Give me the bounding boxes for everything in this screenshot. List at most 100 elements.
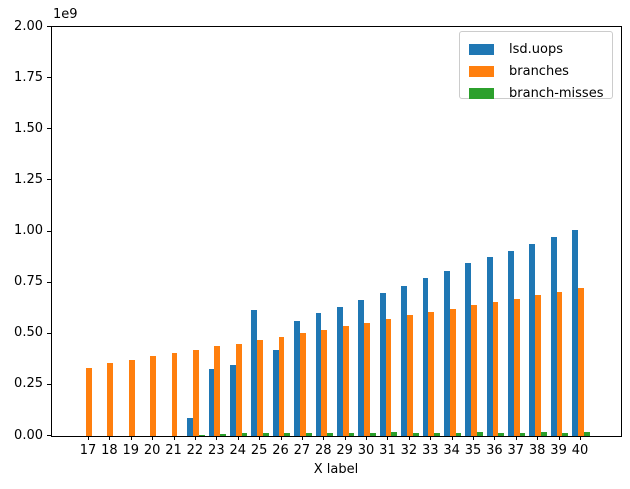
x-tick-label: 20 bbox=[143, 443, 161, 458]
y-tick-label: 0.00 bbox=[14, 427, 43, 443]
legend: lsd.uops branches branch-misses bbox=[459, 31, 613, 101]
x-tick-mark bbox=[109, 436, 111, 440]
legend-item-branches: branches bbox=[469, 60, 612, 82]
y-tick-mark bbox=[47, 179, 51, 181]
bar-lsd.uops bbox=[422, 277, 429, 436]
y-tick-label: 1.50 bbox=[14, 120, 43, 136]
x-tick-mark bbox=[515, 436, 517, 440]
x-tick-label: 33 bbox=[421, 443, 439, 458]
x-tick-label: 39 bbox=[550, 443, 567, 458]
y-tick-mark bbox=[47, 383, 51, 385]
bar-branches bbox=[128, 360, 135, 436]
x-tick-label: 21 bbox=[165, 443, 182, 458]
bar-lsd.uops bbox=[572, 230, 579, 436]
x-tick-mark bbox=[473, 436, 475, 440]
x-tick-label: 19 bbox=[122, 443, 140, 458]
x-tick-label: 32 bbox=[400, 443, 418, 458]
bar-branches bbox=[171, 353, 178, 436]
bar-lsd.uops bbox=[465, 263, 472, 436]
bar-branches bbox=[406, 315, 413, 436]
bar-branches bbox=[300, 332, 306, 436]
bar-branches bbox=[257, 339, 264, 436]
bar-branches bbox=[364, 322, 370, 436]
bar-lsd.uops bbox=[550, 236, 557, 436]
bar-lsd.uops bbox=[486, 257, 493, 436]
x-tick-label: 37 bbox=[507, 443, 525, 458]
x-tick-label: 38 bbox=[528, 443, 546, 458]
bar-lsd.uops bbox=[358, 300, 365, 436]
y-tick-label: 1.75 bbox=[14, 69, 43, 85]
x-tick-mark bbox=[301, 436, 303, 440]
x-tick-mark bbox=[579, 436, 581, 440]
bar-branch-misses bbox=[241, 433, 248, 436]
x-tick-mark bbox=[237, 436, 239, 440]
bar-lsd.uops bbox=[208, 368, 215, 436]
y-tick-label: 1.00 bbox=[14, 223, 43, 238]
legend-swatch-branches bbox=[469, 65, 494, 77]
x-tick-mark bbox=[88, 436, 89, 440]
bar-branches bbox=[428, 312, 435, 436]
bar-branch-misses bbox=[455, 432, 462, 436]
x-tick-mark bbox=[558, 436, 560, 440]
bar-lsd.uops bbox=[315, 313, 322, 436]
bar-branches bbox=[342, 325, 349, 436]
x-tick-mark bbox=[216, 436, 218, 440]
bar-branches bbox=[385, 319, 392, 436]
bar-branches bbox=[107, 363, 114, 436]
x-tick-mark bbox=[344, 436, 346, 440]
bar-branch-misses bbox=[327, 432, 333, 436]
x-tick-label: 27 bbox=[293, 443, 311, 458]
bar-lsd.uops bbox=[443, 271, 450, 436]
bar-branch-misses bbox=[412, 432, 419, 436]
x-tick-label: 24 bbox=[229, 443, 246, 458]
x-tick-label: 36 bbox=[486, 443, 503, 458]
bar-branch-misses bbox=[476, 432, 483, 436]
x-tick-label: 29 bbox=[336, 443, 353, 458]
bar-branches bbox=[278, 336, 285, 436]
x-tick-label: 34 bbox=[443, 443, 460, 458]
x-tick-label: 25 bbox=[250, 443, 268, 458]
y-tick-label: 2.00 bbox=[14, 18, 43, 34]
bar-branches bbox=[214, 346, 221, 436]
legend-item-branch-misses: branch-misses bbox=[469, 82, 612, 104]
bar-branch-misses bbox=[541, 432, 547, 436]
bar-branch-misses bbox=[434, 432, 440, 436]
bar-branch-misses bbox=[305, 432, 312, 436]
x-tick-mark bbox=[408, 436, 410, 440]
legend-label: branch-misses bbox=[509, 85, 604, 101]
bar-lsd.uops bbox=[230, 365, 236, 436]
bar-lsd.uops bbox=[508, 250, 514, 436]
y-tick-label: 0.25 bbox=[14, 376, 43, 392]
x-tick-mark bbox=[494, 436, 496, 440]
y-tick-mark bbox=[47, 77, 51, 79]
y-tick-label: 1.25 bbox=[14, 171, 43, 187]
bar-branch-misses bbox=[284, 433, 291, 436]
bar-branch-misses bbox=[369, 432, 376, 436]
bar-lsd.uops bbox=[529, 243, 536, 436]
x-tick-label: 22 bbox=[186, 443, 204, 458]
x-tick-mark bbox=[537, 436, 539, 440]
x-tick-label: 28 bbox=[315, 443, 332, 458]
y-tick-mark bbox=[47, 435, 51, 436]
bar-branches bbox=[321, 329, 328, 436]
bar-branches bbox=[86, 367, 92, 436]
bar-branch-misses bbox=[220, 433, 227, 436]
legend-label: lsd.uops bbox=[509, 41, 563, 57]
x-axis-title: X label bbox=[313, 462, 359, 477]
legend-item-lsd.uops: lsd.uops bbox=[469, 38, 612, 60]
bar-branches bbox=[449, 309, 456, 436]
x-tick-label: 30 bbox=[357, 443, 375, 458]
bar-branches bbox=[535, 294, 542, 436]
bar-lsd.uops bbox=[401, 285, 407, 436]
x-tick-mark bbox=[152, 436, 154, 440]
bar-branch-misses bbox=[263, 433, 269, 436]
bar-branch-misses bbox=[498, 432, 505, 436]
y-tick-label: 0.50 bbox=[14, 325, 43, 341]
bar-branches bbox=[193, 350, 199, 436]
x-tick-label: 31 bbox=[379, 443, 396, 458]
x-tick-mark bbox=[259, 436, 261, 440]
x-tick-mark bbox=[280, 436, 282, 440]
legend-label: branches bbox=[509, 63, 569, 79]
y-tick-mark bbox=[47, 281, 51, 283]
